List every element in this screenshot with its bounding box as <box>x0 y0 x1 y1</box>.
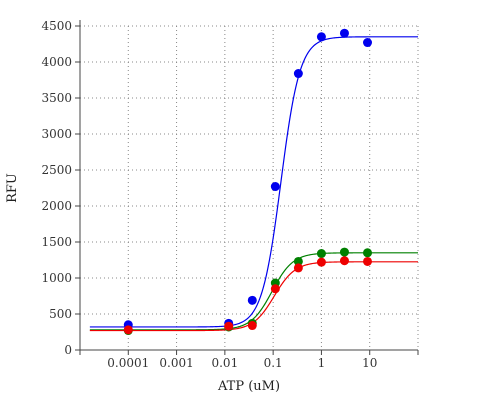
data-point <box>123 325 133 335</box>
grid <box>79 25 419 350</box>
data-point <box>293 263 303 273</box>
data-point <box>224 321 234 331</box>
data-point <box>339 247 349 257</box>
y-tick-label: 4500 <box>41 19 72 33</box>
y-tick-label: 1500 <box>41 235 72 249</box>
data-point <box>363 248 373 258</box>
data-point <box>293 256 303 266</box>
y-tick-label: 3000 <box>41 127 72 141</box>
data-point <box>247 295 257 305</box>
axes: 0 500 1000 1500 2000 2500 3000 3500 4000 4500 0.00… <box>41 19 419 370</box>
data-point <box>339 28 349 38</box>
x-tick-label: 1 <box>318 356 326 370</box>
x-tick-label: 0.1 <box>264 356 283 370</box>
data-point <box>270 284 280 294</box>
x-axis-title: ATP (uM) <box>217 379 280 394</box>
y-tick-label: 500 <box>49 307 72 321</box>
y-tick-label: 0 <box>64 343 72 357</box>
fit-curves <box>89 36 418 332</box>
data-point <box>270 182 280 192</box>
data-point <box>363 38 373 48</box>
x-tick-label: 10 <box>362 356 377 370</box>
data-point <box>293 69 303 79</box>
y-tick-label: 1000 <box>41 271 72 285</box>
y-tick-label: 2000 <box>41 199 72 213</box>
data-point <box>316 249 326 259</box>
y-axis-title: RFU <box>5 173 20 203</box>
x-tick-label: 0.001 <box>159 356 193 370</box>
data-point <box>316 257 326 267</box>
data-point <box>247 321 257 331</box>
y-tick-label: 2500 <box>41 163 72 177</box>
data-point <box>339 256 349 266</box>
x-tick-label: 0.01 <box>211 356 238 370</box>
y-tick-label: 4000 <box>41 55 72 69</box>
data-points <box>123 28 373 336</box>
x-tick-label: 0.0001 <box>107 356 149 370</box>
data-point <box>363 256 373 266</box>
y-tick-label: 3500 <box>41 91 72 105</box>
fit-curve-1 <box>89 36 418 328</box>
data-point <box>316 32 326 42</box>
